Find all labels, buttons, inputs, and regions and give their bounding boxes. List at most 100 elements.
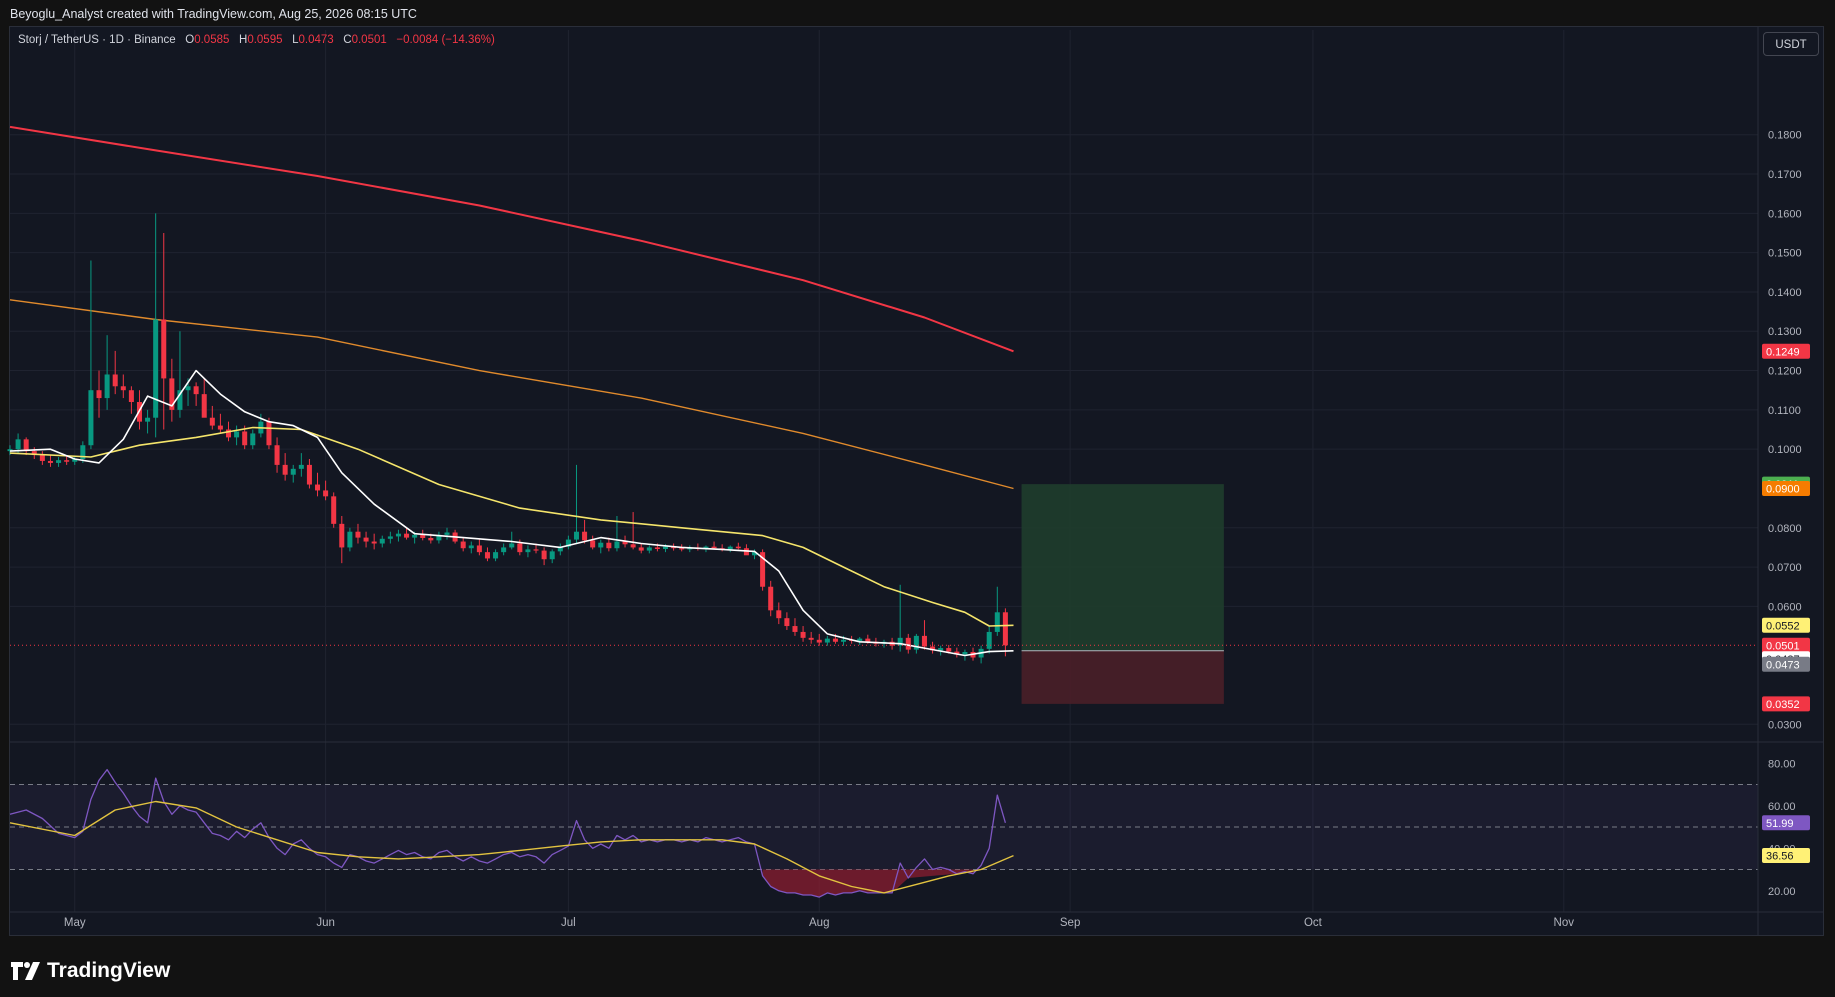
candle-body[interactable] [96, 390, 102, 399]
candle-body[interactable] [897, 637, 903, 646]
candle-body[interactable] [88, 390, 94, 446]
candle-body[interactable] [517, 543, 523, 553]
candle-body[interactable] [31, 451, 37, 456]
candle-body[interactable] [760, 552, 766, 587]
candle-body[interactable] [776, 610, 782, 619]
position-target-zone[interactable] [1021, 484, 1224, 651]
candle-body[interactable] [549, 551, 555, 560]
candle-body[interactable] [234, 431, 240, 438]
candle-body[interactable] [193, 386, 199, 395]
candle-body[interactable] [225, 429, 232, 438]
candle-body[interactable] [954, 651, 960, 655]
candle-body[interactable] [242, 431, 248, 446]
candle-body[interactable] [735, 546, 741, 549]
candle-body[interactable] [428, 538, 434, 541]
candle-body[interactable] [654, 547, 660, 550]
candle-body[interactable] [161, 319, 167, 379]
candle-body[interactable] [1002, 612, 1008, 646]
tradingview-logo[interactable]: TradingView [11, 956, 170, 986]
candle-body[interactable] [306, 464, 312, 485]
candle-body[interactable] [743, 548, 749, 556]
candle-body[interactable] [387, 536, 393, 539]
candle-body[interactable] [557, 546, 563, 552]
candle-body[interactable] [347, 531, 353, 548]
candle-body[interactable] [39, 455, 45, 461]
candle-body[interactable] [177, 390, 183, 410]
candle-body[interactable] [371, 541, 377, 544]
candle-body[interactable] [379, 538, 385, 544]
candle-body[interactable] [727, 546, 733, 550]
candle-body[interactable] [638, 547, 644, 551]
candle-body[interactable] [921, 635, 927, 647]
candle-body[interactable] [711, 546, 717, 549]
position-stop-zone[interactable] [1021, 650, 1224, 704]
candle-body[interactable] [598, 542, 604, 548]
candle-body[interactable] [290, 468, 296, 475]
candle-body[interactable] [582, 531, 588, 541]
candle-body[interactable] [622, 541, 628, 545]
candle-body[interactable] [606, 542, 612, 549]
candle-body[interactable] [533, 549, 539, 551]
candle-body[interactable] [800, 631, 806, 638]
candle-body[interactable] [274, 445, 280, 465]
candle-body[interactable] [930, 646, 936, 651]
candle-body[interactable] [315, 484, 321, 491]
candle-body[interactable] [590, 540, 596, 548]
candle-body[interactable] [913, 635, 919, 650]
candle-body[interactable] [153, 319, 159, 418]
candle-body[interactable] [355, 531, 361, 538]
candle-body[interactable] [112, 374, 118, 387]
candle-body[interactable] [412, 534, 418, 538]
candle-body[interactable] [541, 550, 547, 560]
currency-button[interactable]: USDT [1763, 32, 1819, 56]
candle-body[interactable] [56, 460, 62, 463]
candle-body[interactable] [128, 390, 134, 402]
candle-body[interactable] [679, 548, 685, 550]
candle-body[interactable] [460, 541, 466, 549]
candle-body[interactable] [185, 386, 191, 391]
candle-body[interactable] [501, 547, 507, 553]
candle-body[interactable] [339, 523, 345, 548]
candle-body[interactable] [323, 490, 329, 497]
candle-body[interactable] [298, 464, 304, 469]
candle-body[interactable] [768, 586, 774, 611]
candle-body[interactable] [250, 433, 256, 446]
candle-body[interactable] [23, 439, 29, 452]
candle-body[interactable] [72, 458, 78, 462]
candle-body[interactable] [468, 545, 474, 549]
candle-body[interactable] [404, 533, 410, 538]
candle-body[interactable] [104, 374, 110, 399]
candle-body[interactable] [217, 425, 223, 430]
candle-body[interactable] [209, 417, 215, 426]
candle-body[interactable] [363, 537, 369, 542]
candle-body[interactable] [266, 421, 272, 446]
candle-body[interactable] [784, 618, 790, 627]
candle-body[interactable] [646, 547, 652, 551]
candle-body[interactable] [444, 532, 450, 535]
candle-body[interactable] [476, 545, 482, 553]
candle-body[interactable] [282, 464, 288, 475]
candle-body[interactable] [703, 546, 709, 549]
candle-body[interactable] [64, 460, 70, 462]
candle-body[interactable] [816, 639, 822, 643]
candle-body[interactable] [824, 638, 830, 643]
candle-body[interactable] [47, 460, 53, 463]
candle-body[interactable] [565, 539, 571, 547]
candle-body[interactable] [509, 543, 515, 548]
candle-body[interactable] [986, 631, 992, 649]
candle-body[interactable] [525, 549, 531, 553]
candle-body[interactable] [752, 552, 758, 556]
candle-body[interactable] [120, 386, 126, 391]
candle-body[interactable] [671, 546, 677, 549]
candle-body[interactable] [573, 531, 579, 540]
candle-body[interactable] [15, 439, 21, 450]
symbol-legend[interactable]: Storj / TetherUS · 1D · Binance O0.0585 … [18, 34, 495, 46]
candle-body[interactable] [145, 417, 151, 422]
candle-body[interactable] [420, 534, 426, 538]
candle-body[interactable] [832, 638, 838, 642]
candle-body[interactable] [662, 546, 669, 550]
candle-body[interactable] [841, 639, 847, 642]
candle-body[interactable] [331, 496, 337, 524]
candle-body[interactable] [169, 378, 175, 410]
